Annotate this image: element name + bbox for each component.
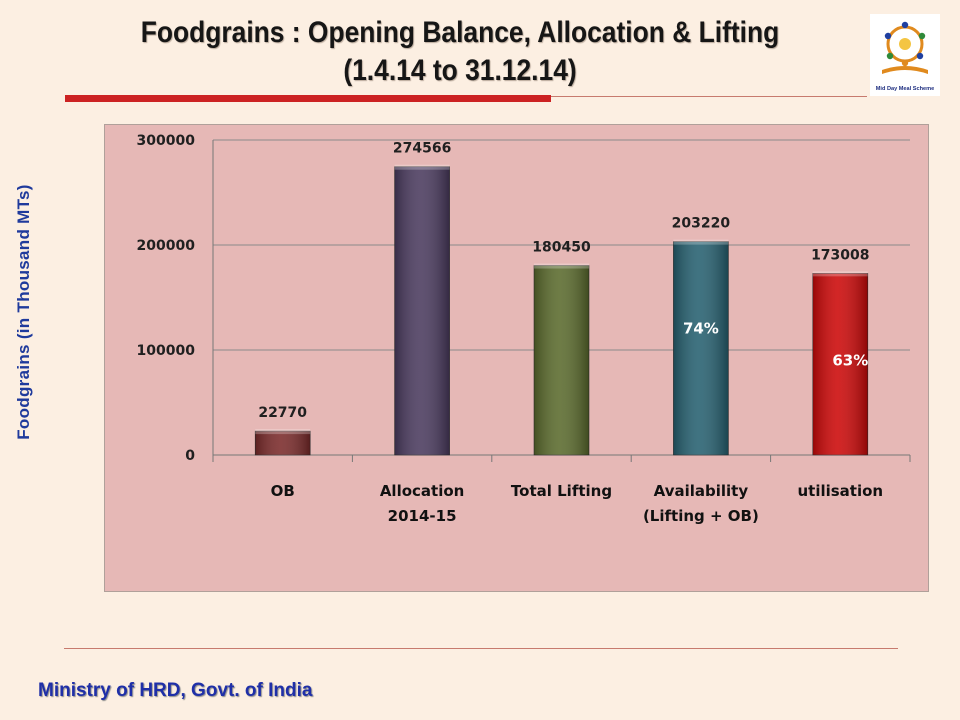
x-tick-label: Total Lifting xyxy=(511,482,612,500)
bar-top-bevel xyxy=(812,271,868,277)
x-tick-label: Availability xyxy=(654,482,749,500)
y-tick-label: 100000 xyxy=(137,343,196,359)
title-divider xyxy=(551,96,867,97)
bar-top-bevel xyxy=(534,263,589,269)
bar-top-bevel xyxy=(255,429,311,435)
slide-title-line-2: (1.4.14 to 31.12.14) xyxy=(343,54,577,87)
logo-graphic: Mid Day Meal Scheme xyxy=(876,21,934,92)
logo-text: Mid Day Meal Scheme xyxy=(876,86,934,92)
bar-top-bevel xyxy=(394,164,450,170)
bar-shading xyxy=(812,273,868,455)
bar-shading xyxy=(255,431,311,455)
bar-top-bevel xyxy=(673,239,729,245)
x-tick-label: Allocation xyxy=(380,482,465,500)
slide-title: Foodgrains : Opening Balance, Allocation… xyxy=(82,14,839,90)
x-tick-label: OB xyxy=(271,482,295,500)
x-tick-label: utilisation xyxy=(797,482,883,500)
y-tick-label: 0 xyxy=(185,448,195,464)
x-tick-label: (Lifting + OB) xyxy=(643,507,759,525)
data-label: 274566 xyxy=(393,141,451,157)
bar-shading xyxy=(394,166,450,456)
title-accent-rule xyxy=(65,95,551,102)
footer-divider xyxy=(64,648,898,649)
data-label: 173008 xyxy=(811,247,869,263)
percent-annotation: 63% xyxy=(832,351,868,369)
bar-shading xyxy=(534,265,589,455)
y-tick-label: 300000 xyxy=(137,133,196,149)
data-label: 22770 xyxy=(258,405,307,421)
y-tick-label: 200000 xyxy=(137,238,196,254)
x-tick-label: 2014-15 xyxy=(388,507,457,525)
logo-figures-ring xyxy=(884,21,926,67)
mid-day-meal-scheme-logo-icon: Mid Day Meal Scheme xyxy=(870,14,940,96)
data-label: 203220 xyxy=(672,216,731,232)
chart-area xyxy=(104,124,929,592)
data-label: 180450 xyxy=(532,240,591,256)
logo-bowl-shape xyxy=(882,66,928,74)
footer-text: Ministry of HRD, Govt. of India xyxy=(38,680,313,701)
percent-annotation: 74% xyxy=(683,320,719,338)
bar-shading xyxy=(673,241,729,455)
slide-title-line-1: Foodgrains : Opening Balance, Allocation… xyxy=(140,16,780,49)
